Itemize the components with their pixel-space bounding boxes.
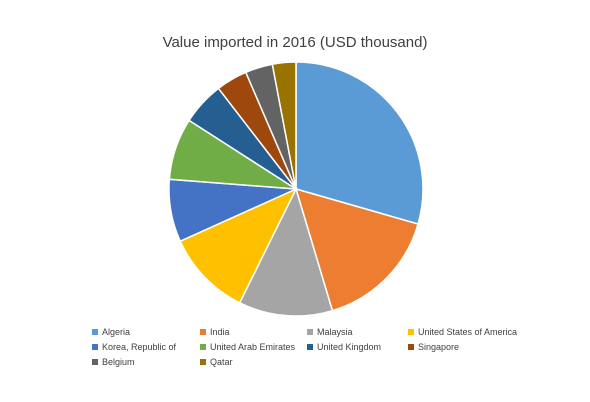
legend-item-korea-republic-of: Korea, Republic of <box>92 342 177 352</box>
legend-item-united-kingdom: United Kingdom <box>307 342 381 352</box>
legend-label: United Kingdom <box>317 342 381 352</box>
legend-item-malaysia: Malaysia <box>307 327 353 337</box>
pie-slice-india <box>294 187 419 312</box>
legend-swatch <box>408 329 414 335</box>
legend-label: United States of America <box>418 327 517 337</box>
pie-slice-malaysia <box>238 186 334 317</box>
legend-swatch <box>92 344 98 350</box>
legend-item-singapore: Singapore <box>408 342 459 352</box>
legend-swatch <box>200 329 206 335</box>
legend-swatch <box>200 359 206 365</box>
legend-label: India <box>210 327 230 337</box>
legend-label: Malaysia <box>317 327 353 337</box>
pie-slice-algeria <box>295 61 424 225</box>
legend: Algeria India Malaysia United States of Ame… <box>92 327 517 367</box>
legend-swatch <box>307 344 313 350</box>
legend-swatch <box>92 329 98 335</box>
legend-item-united-states-of-america: United States of America <box>408 327 517 337</box>
legend-item-algeria: Algeria <box>92 327 130 337</box>
chart-title: Value imported in 2016 (USD thousand) <box>163 34 428 51</box>
legend-label: United Arab Emirates <box>210 342 296 352</box>
legend-label: Qatar <box>210 357 233 367</box>
legend-label: Korea, Republic of <box>102 342 177 352</box>
pie-slice-united-states-of-america <box>179 187 298 304</box>
legend-label: Singapore <box>418 342 459 352</box>
legend-item-india: India <box>200 327 230 337</box>
legend-label: Belgium <box>102 357 135 367</box>
legend-swatch <box>200 344 206 350</box>
legend-label: Algeria <box>102 327 130 337</box>
legend-item-belgium: Belgium <box>92 357 135 367</box>
pie-slice-qatar <box>271 61 297 190</box>
pie-slices <box>168 61 424 317</box>
legend-swatch <box>408 344 414 350</box>
legend-swatch <box>92 359 98 365</box>
legend-item-united-arab-emirates: United Arab Emirates <box>200 342 296 352</box>
legend-swatch <box>307 329 313 335</box>
legend-item-qatar: Qatar <box>200 357 233 367</box>
